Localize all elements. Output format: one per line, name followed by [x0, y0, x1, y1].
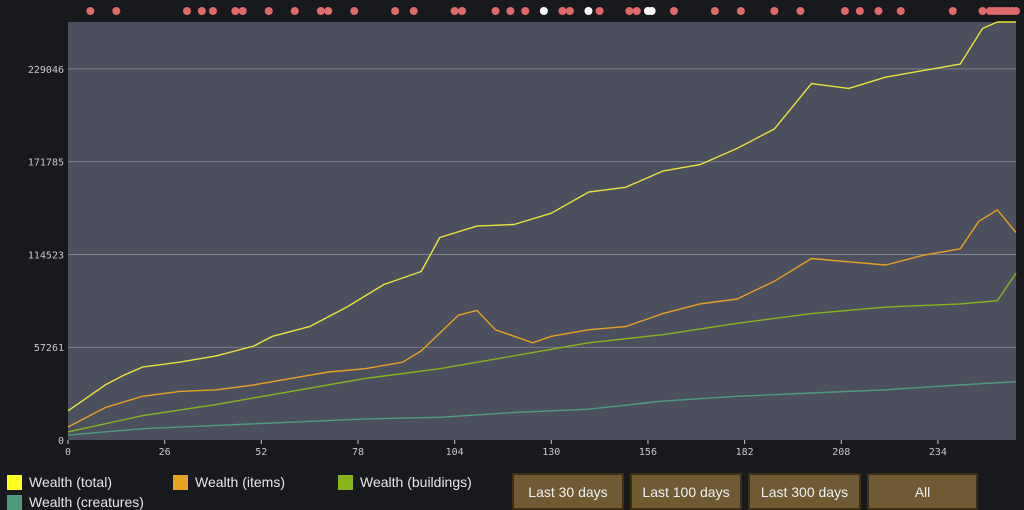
event-marker-red[interactable] — [208, 7, 217, 15]
legend-item-items: Wealth (items) — [173, 474, 285, 490]
event-marker-red[interactable] — [565, 7, 574, 15]
event-marker-red[interactable] — [948, 7, 957, 15]
event-marker-red[interactable] — [595, 7, 604, 15]
legend-swatch-total — [7, 474, 22, 490]
event-marker-red[interactable] — [840, 7, 849, 15]
event-marker-white[interactable] — [584, 7, 593, 15]
y-tick-label: 171785 — [28, 158, 64, 169]
x-tick-label: 208 — [832, 447, 850, 458]
event-marker-red[interactable] — [491, 7, 500, 15]
last-300-days-button[interactable]: Last 300 days — [748, 473, 861, 510]
event-marker-red[interactable] — [669, 7, 678, 15]
event-marker-red[interactable] — [450, 7, 459, 15]
event-marker-red[interactable] — [458, 7, 467, 15]
event-marker-red[interactable] — [521, 7, 530, 15]
legend-item-creatures: Wealth (creatures) — [7, 494, 144, 510]
event-marker-red[interactable] — [409, 7, 418, 15]
event-marker-red[interactable] — [238, 7, 247, 15]
legend-swatch-creatures — [7, 494, 22, 510]
event-marker-red[interactable] — [86, 7, 95, 15]
last-100-days-button[interactable]: Last 100 days — [630, 473, 742, 510]
series-line-2 — [67, 272, 1017, 433]
event-marker-red[interactable] — [710, 7, 719, 15]
last-30-days-button[interactable]: Last 30 days — [512, 473, 624, 510]
event-marker-red[interactable] — [391, 7, 400, 15]
event-marker-red[interactable] — [350, 7, 359, 15]
y-tick-label: 57261 — [34, 343, 64, 354]
event-marker-red[interactable] — [978, 7, 987, 15]
x-tick-label: 0 — [65, 447, 71, 458]
wealth-chart: 0 57261 114523 171785 229046 0 26 52 78 104 130 156… — [28, 7, 1020, 458]
legend-label-items: Wealth (items) — [195, 474, 285, 490]
x-tick-label: 130 — [542, 447, 560, 458]
event-marker-red[interactable] — [625, 7, 634, 15]
legend-item-total: Wealth (total) — [7, 474, 112, 490]
event-marker-red[interactable] — [796, 7, 805, 15]
series-line-0 — [67, 21, 1016, 412]
x-tick-label: 156 — [639, 447, 657, 458]
x-tick-label: 78 — [352, 447, 364, 458]
legend-label-creatures: Wealth (creatures) — [29, 494, 144, 510]
y-tick-label: 114523 — [28, 250, 64, 261]
y-tick-label: 229046 — [28, 65, 64, 76]
event-marker-red[interactable] — [182, 7, 191, 15]
event-marker-red[interactable] — [558, 7, 567, 15]
x-tick-label: 104 — [446, 447, 464, 458]
all-button[interactable]: All — [867, 473, 978, 510]
legend-label-buildings: Wealth (buildings) — [360, 474, 472, 490]
x-tick-label: 26 — [159, 447, 171, 458]
event-marker-red[interactable] — [855, 7, 864, 15]
event-marker-red[interactable] — [896, 7, 905, 15]
event-marker-red[interactable] — [231, 7, 240, 15]
event-marker-white[interactable] — [539, 7, 548, 15]
legend-swatch-buildings — [338, 474, 353, 490]
event-marker-strip — [86, 7, 1020, 15]
event-marker-red[interactable] — [324, 7, 333, 15]
y-tick-label: 0 — [58, 436, 64, 447]
legend-item-buildings: Wealth (buildings) — [338, 474, 472, 490]
series-line-1 — [67, 209, 1017, 428]
event-marker-red[interactable] — [197, 7, 206, 15]
event-marker-red[interactable] — [506, 7, 515, 15]
event-marker-red[interactable] — [770, 7, 779, 15]
event-marker-red[interactable] — [632, 7, 641, 15]
event-marker-white[interactable] — [647, 7, 656, 15]
x-tick-label: 234 — [929, 447, 947, 458]
event-marker-red[interactable] — [290, 7, 299, 15]
event-marker-red[interactable] — [112, 7, 121, 15]
legend-label-total: Wealth (total) — [29, 474, 112, 490]
x-tick-label: 52 — [255, 447, 267, 458]
event-marker-red[interactable] — [874, 7, 883, 15]
legend-swatch-items — [173, 474, 188, 490]
series-line-3 — [67, 381, 1017, 436]
event-marker-red[interactable] — [736, 7, 745, 15]
event-marker-red[interactable] — [316, 7, 325, 15]
plot-area — [68, 22, 1016, 440]
event-marker-red[interactable] — [1012, 7, 1020, 15]
event-marker-red[interactable] — [264, 7, 273, 15]
x-tick-label: 182 — [736, 447, 754, 458]
